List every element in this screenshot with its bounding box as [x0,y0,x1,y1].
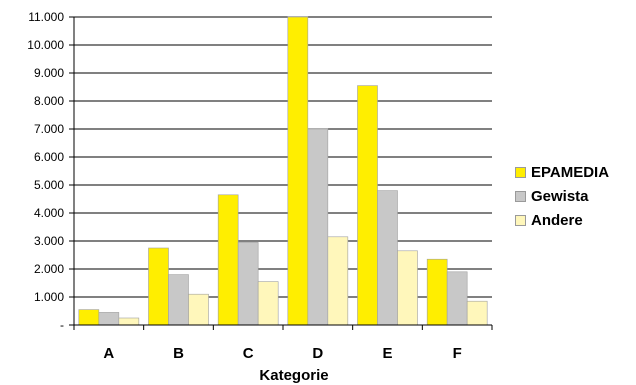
y-tick-label: 7.000 [34,122,64,136]
x-axis-label: Kategorie [259,367,328,384]
legend-item-andere: Andere [515,208,609,232]
legend-item-epamedia: EPAMEDIA [515,160,609,184]
bar-epamedia-f [426,258,448,326]
bar-andere-b [188,293,209,326]
x-tick-label: A [103,345,114,362]
y-tick-label: 5.000 [34,178,64,192]
legend-item-gewista: Gewista [515,184,609,208]
y-tick-label: 8.000 [34,94,64,108]
x-tick-label: C [243,345,254,362]
bar-andere-d [327,236,349,326]
legend-swatch [515,166,526,178]
bars [78,16,488,326]
bar-epamedia-e [357,85,378,326]
bar-andere-c [257,281,279,326]
y-tick-label: 10.000 [27,38,64,52]
y-tick-label: 1.000 [34,290,64,304]
bar-gewista-c [237,242,259,326]
legend-label: EPAMEDIA [531,163,610,181]
x-tick-label: B [173,345,184,362]
bar-epamedia-b [148,247,169,326]
bar-andere-f [466,300,488,326]
bar-gewista-e [377,190,398,326]
y-tick-label: 4.000 [34,206,64,220]
bar-epamedia-c [217,194,239,326]
bar-gewista-f [446,271,468,326]
bar-gewista-b [168,274,189,326]
x-tick-label: D [312,345,323,362]
y-tick-label: 9.000 [34,66,64,80]
bar-gewista-a [98,312,120,326]
x-tick-label: F [453,345,462,362]
bar-epamedia-d [287,16,309,326]
legend: EPAMEDIA Gewista Andere [515,160,609,232]
bar-andere-e [397,250,418,326]
legend-swatch [515,190,526,202]
y-tick-label: 11.000 [28,10,64,24]
y-tick-label: 6.000 [34,150,64,164]
y-tick-label: 2.000 [34,262,64,276]
legend-label: Andere [531,211,583,229]
y-tick-label: 3.000 [34,234,64,248]
bar-epamedia-a [78,309,100,326]
gridlines [74,16,492,298]
y-axis-ticks: - 1.000 2.000 3.000 4.000 5.000 6.000 7.000 8.00… [27,10,74,332]
x-axis-ticks: A B C D E F [73,325,493,362]
y-tick-label: - [60,318,64,332]
legend-label: Gewista [531,187,589,205]
bar-gewista-d [307,128,329,326]
bar-andere-a [118,317,140,326]
x-tick-label: E [382,345,392,362]
legend-swatch [515,214,526,226]
